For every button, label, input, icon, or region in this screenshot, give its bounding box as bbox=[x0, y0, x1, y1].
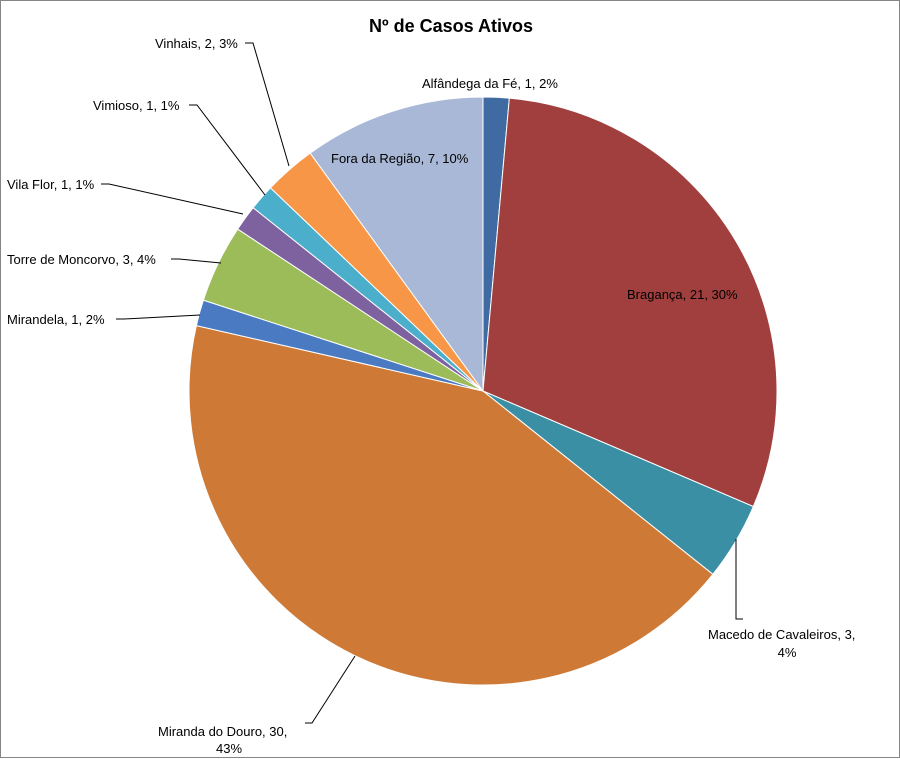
chart-title: Nº de Casos Ativos bbox=[369, 16, 533, 36]
data-label-vinhais: Vinhais, 2, 3% bbox=[155, 36, 238, 51]
data-label-vimioso: Vimioso, 1, 1% bbox=[93, 98, 180, 113]
pie-slice-braganca bbox=[482, 97, 778, 508]
data-label-torre-de-moncorvo: Torre de Moncorvo, 3, 4% bbox=[7, 252, 156, 267]
leader-line-vila-flor bbox=[101, 183, 244, 215]
data-label-macedo-line2: 4% bbox=[778, 645, 797, 660]
pie-slice-miranda-do-douro bbox=[188, 324, 714, 686]
data-label-braganca: Bragança, 21, 30% bbox=[627, 287, 738, 302]
leader-line-miranda bbox=[305, 655, 356, 724]
leader-line-macedo bbox=[735, 539, 743, 620]
data-label-mirandela: Mirandela, 1, 2% bbox=[7, 312, 105, 327]
leader-lines bbox=[101, 42, 743, 724]
data-labels: Alfândega da Fé, 1, 2% Bragança, 21, 30%… bbox=[7, 36, 855, 756]
data-label-alfandega: Alfândega da Fé, 1, 2% bbox=[422, 76, 558, 91]
leader-line-mirandela bbox=[116, 314, 201, 320]
leader-line-torre-de-moncorvo bbox=[171, 258, 222, 264]
leader-line-vinhais bbox=[245, 42, 290, 167]
pie-slices bbox=[188, 96, 778, 686]
data-label-miranda-line1: Miranda do Douro, 30, bbox=[158, 724, 287, 739]
data-label-macedo-line1: Macedo de Cavaleiros, 3, bbox=[708, 627, 855, 642]
leader-line-vimioso bbox=[189, 104, 266, 196]
data-label-vila-flor: Vila Flor, 1, 1% bbox=[7, 177, 95, 192]
data-label-miranda-line2: 43% bbox=[216, 741, 242, 756]
data-label-fora-da-regiao: Fora da Região, 7, 10% bbox=[331, 151, 469, 166]
pie-slice-fora-da-regiao bbox=[309, 96, 484, 393]
